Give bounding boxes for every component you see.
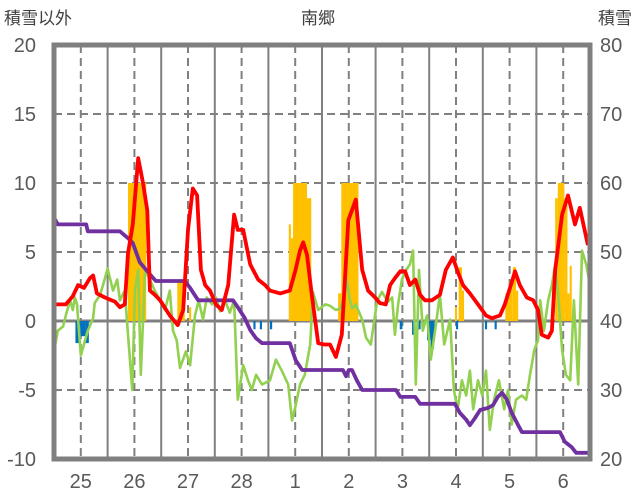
tick-labels: 25 26 27 28 1 2 3 4 5 620151050-5-108070605040302… xyxy=(7,35,622,493)
orange-bar xyxy=(454,307,458,321)
left-axis-title: 積雪以外 xyxy=(4,9,72,29)
red-series-line xyxy=(54,156,590,359)
x-tick-label: 1 xyxy=(290,471,301,493)
blue-bar xyxy=(399,321,403,330)
y-left-tick-label: 20 xyxy=(14,35,36,57)
blue-bar xyxy=(412,321,415,335)
orange-bar xyxy=(189,307,192,321)
y-left-tick-label: -10 xyxy=(7,449,36,471)
blue-bar xyxy=(270,321,273,330)
blue-bar xyxy=(418,321,421,330)
orange-bar xyxy=(461,290,465,321)
y-right-tick-label: 60 xyxy=(600,173,622,195)
blue-bar xyxy=(484,321,488,330)
orange-bar xyxy=(512,267,517,321)
y-left-tick-label: 0 xyxy=(25,311,36,333)
y-left-tick-label: 10 xyxy=(14,173,36,195)
x-tick-label: 6 xyxy=(558,471,569,493)
orange-bar xyxy=(564,198,568,321)
x-tick-label: 4 xyxy=(450,471,461,493)
orange-bar xyxy=(557,183,565,321)
y-left-tick-label: 5 xyxy=(25,242,36,264)
plot-border xyxy=(51,42,593,462)
y-right-tick-label: 70 xyxy=(600,104,622,126)
orange-bar xyxy=(516,290,519,321)
orange-bar xyxy=(177,282,185,321)
grid xyxy=(54,45,590,459)
orange-bar xyxy=(505,293,510,321)
x-tick-label: 25 xyxy=(70,471,92,493)
y-right-tick-label: 80 xyxy=(600,35,622,57)
orange-bar xyxy=(288,224,291,321)
x-tick-label: 27 xyxy=(177,471,199,493)
y-right-tick-label: 20 xyxy=(600,449,622,471)
x-tick-label: 2 xyxy=(343,471,354,493)
blue-bar xyxy=(430,321,435,349)
blue-bar xyxy=(253,321,256,330)
y-left-tick-label: -5 xyxy=(18,380,36,402)
x-tick-label: 3 xyxy=(397,471,408,493)
blue-bar xyxy=(494,321,497,330)
y-right-tick-label: 40 xyxy=(600,311,622,333)
right-axis-title: 積雪 xyxy=(598,9,632,29)
blue-bar xyxy=(259,321,262,330)
blue-bar xyxy=(456,321,459,330)
y-left-tick-label: 15 xyxy=(14,104,36,126)
orange-bar xyxy=(569,265,572,321)
orange-bar xyxy=(458,267,462,321)
orange-bar xyxy=(509,280,513,321)
x-tick-label: 5 xyxy=(504,471,515,493)
chart-title: 南郷 xyxy=(301,9,335,29)
y-right-tick-label: 50 xyxy=(600,242,622,264)
y-right-tick-label: 30 xyxy=(600,380,622,402)
x-tick-label: 28 xyxy=(230,471,252,493)
blue-bar xyxy=(427,321,435,341)
lines xyxy=(52,156,592,455)
orange-bar xyxy=(567,293,570,321)
plot-frame xyxy=(51,42,593,462)
blue-bar xyxy=(80,321,86,337)
x-tick-label: 26 xyxy=(123,471,145,493)
green-series-line xyxy=(52,249,592,432)
